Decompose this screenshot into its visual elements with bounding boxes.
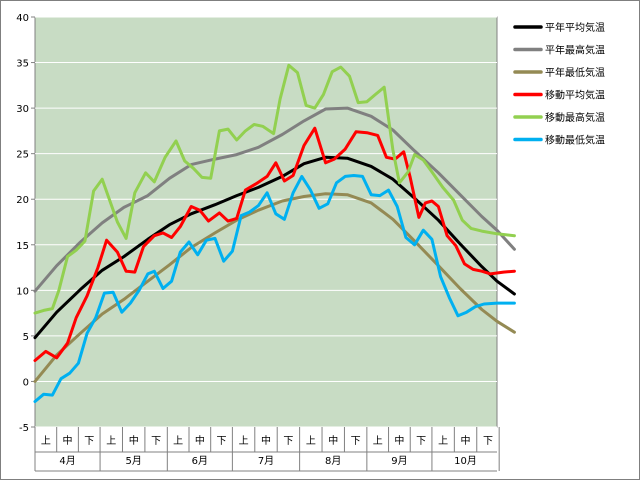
y-tick-label: 5 xyxy=(23,332,29,343)
series-line-3 xyxy=(33,192,516,383)
x-dekad-label: 中 xyxy=(63,434,73,447)
x-dekad-label: 上 xyxy=(306,435,316,447)
y-tick-label: 15 xyxy=(16,241,29,252)
x-dekad-label: 上 xyxy=(173,435,183,447)
y-tick-label: 40 xyxy=(16,13,29,24)
x-dekad-label: 下 xyxy=(416,436,426,447)
y-tick-label: 25 xyxy=(16,150,29,161)
y-tick-label: 30 xyxy=(16,104,29,115)
plot-area xyxy=(34,16,498,428)
x-month-label: 4月 xyxy=(59,455,75,467)
y-tick-label: 10 xyxy=(16,286,29,297)
x-dekad-label: 中 xyxy=(328,434,338,447)
legend-label-1: 平年平均気温 xyxy=(545,21,605,34)
x-dekad-label: 中 xyxy=(129,434,139,447)
series-line-6 xyxy=(33,174,516,403)
legend-label-4: 移動平均気温 xyxy=(545,89,605,102)
x-month-label: 5月 xyxy=(126,455,142,467)
y-tick-label: 0 xyxy=(23,377,29,388)
y-tick-label: -5 xyxy=(19,423,29,434)
series-line-5 xyxy=(33,63,516,315)
legend-label-3: 平年最低気温 xyxy=(545,66,605,79)
x-dekad-label: 上 xyxy=(438,435,448,447)
x-month-label: 7月 xyxy=(258,455,274,467)
x-dekad-label: 上 xyxy=(373,435,383,447)
x-dekad-label: 上 xyxy=(106,435,116,447)
x-dekad-label: 中 xyxy=(461,434,471,447)
x-dekad-label: 下 xyxy=(283,436,293,447)
legend-label-2: 平年最高気温 xyxy=(545,44,605,57)
x-month-label: 6月 xyxy=(192,455,208,467)
series-lines xyxy=(33,63,516,403)
x-month-label: 8月 xyxy=(325,455,341,467)
x-dekad-label: 下 xyxy=(217,436,227,447)
y-axis: -5 0 5 10 15 20 25 30 35 40 xyxy=(16,13,35,434)
x-dekad-label: 中 xyxy=(261,434,271,447)
x-dekad-label: 中 xyxy=(394,434,404,447)
x-dekad-label: 上 xyxy=(41,435,51,447)
series-line-2 xyxy=(33,106,516,293)
x-axis: 上中下4月上中下5月上中下6月上中下7月上中下8月上中下9月上中下10月 xyxy=(34,427,500,472)
x-dekad-label: 下 xyxy=(84,436,94,447)
x-month-label: 10月 xyxy=(454,455,477,467)
series-line-4 xyxy=(33,126,516,362)
legend-label-6: 移動最低気温 xyxy=(545,134,605,147)
legend-label-5: 移動最高気温 xyxy=(545,111,605,124)
y-tick-label: 20 xyxy=(16,195,29,206)
x-dekad-label: 上 xyxy=(239,435,249,447)
y-tick-label: 35 xyxy=(16,59,29,70)
x-dekad-label: 下 xyxy=(151,436,161,447)
x-dekad-label: 中 xyxy=(195,434,205,447)
x-month-label: 9月 xyxy=(391,455,407,467)
gridlines xyxy=(35,16,497,428)
x-dekad-label: 下 xyxy=(483,436,493,447)
x-dekad-label: 下 xyxy=(351,436,361,447)
